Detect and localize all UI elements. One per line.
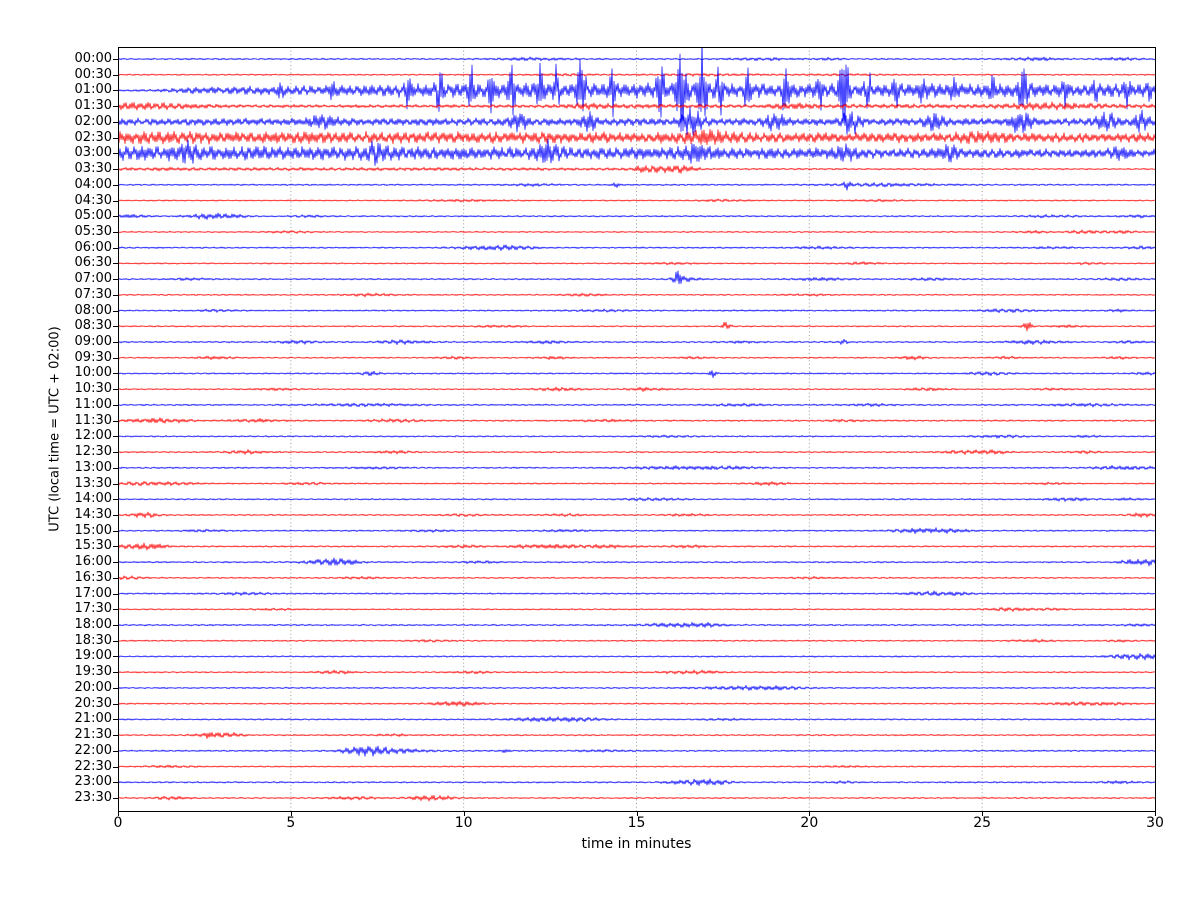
y-tick-label: 16:00 [74,554,112,570]
y-tick-label: 09:30 [74,349,112,365]
y-tick-label: 23:00 [74,774,112,790]
y-tick-label: 01:30 [74,98,112,114]
x-tick-label: 20 [800,815,819,831]
y-tick-label: 12:30 [74,444,112,460]
y-tick-label: 15:00 [74,522,112,538]
y-tick-label: 20:30 [74,695,112,711]
y-tick-label: 12:00 [74,428,112,444]
y-tick-label: 10:30 [74,381,112,397]
y-tick-label: 17:30 [74,601,112,617]
y-tick-label: 00:30 [74,66,112,82]
y-tick-label: 02:00 [74,113,112,129]
y-tick-label: 21:00 [74,711,112,727]
y-tick-label: 16:30 [74,569,112,585]
y-tick-label: 13:00 [74,459,112,475]
y-tick-label: 03:30 [74,161,112,177]
y-tick-label: 23:30 [74,790,112,805]
y-tick-label: 05:30 [74,223,112,239]
y-tick-label: 07:00 [74,271,112,287]
y-tick-label: 19:00 [74,648,112,664]
y-tick-label: 04:00 [74,176,112,192]
y-tick-label: 18:00 [74,617,112,633]
y-tick-label: 03:00 [74,145,112,161]
y-tick-label: 17:00 [74,585,112,601]
y-tick-label: 08:30 [74,318,112,334]
y-tick-label: 08:00 [74,302,112,318]
y-tick-label: 07:30 [74,286,112,302]
x-tick-label: 5 [286,815,296,831]
y-tick-label: 10:00 [74,365,112,381]
y-tick-label: 06:30 [74,255,112,271]
y-tick-label: 22:00 [74,742,112,758]
y-tick-label: 06:00 [74,239,112,255]
y-tick-label: 14:30 [74,506,112,522]
y-tick-label: 02:30 [74,129,112,145]
y-tick-label: 09:00 [74,334,112,350]
y-tick-label: 01:00 [74,82,112,98]
y-tick-label: 11:30 [74,412,112,428]
y-tick-label: 20:00 [74,679,112,695]
y-tick-label: 15:30 [74,538,112,554]
y-tick-label: 00:00 [74,51,112,66]
y-tick-label: 13:30 [74,475,112,491]
x-tick-label: 15 [627,815,646,831]
y-tick-label: 14:00 [74,491,112,507]
y-tick-label: 18:30 [74,632,112,648]
x-tick-label: 10 [454,815,473,831]
y-tick-label: 05:00 [74,208,112,224]
x-tick-label: 0 [113,815,123,831]
y-tick-label: 22:30 [74,758,112,774]
y-axis-label: UTC (local time = UTC + 02:00) [47,326,63,532]
x-axis-label: time in minutes [581,836,692,852]
x-tick-label: 30 [1146,815,1164,831]
y-tick-label: 04:30 [74,192,112,208]
y-tick-label: 11:00 [74,396,112,412]
y-tick-label: 19:30 [74,664,112,680]
x-tick-label: 25 [973,815,992,831]
y-tick-label: 21:30 [74,727,112,743]
